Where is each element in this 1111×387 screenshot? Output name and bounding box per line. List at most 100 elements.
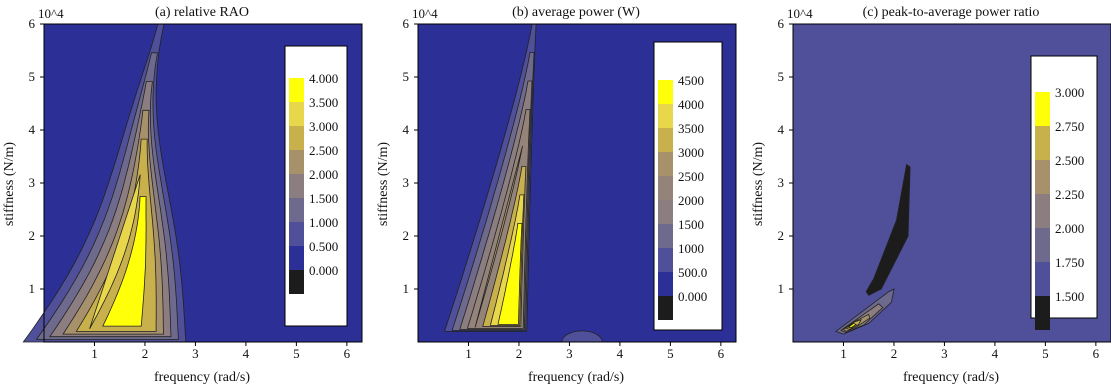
x-axis-label: frequency (rad/s) (528, 370, 624, 385)
y-tick-label: 3 (778, 175, 785, 190)
x-axis-label: frequency (rad/s) (903, 370, 999, 385)
legend-swatch (658, 272, 673, 296)
legend-swatch (289, 126, 304, 150)
legend-swatch (289, 102, 304, 126)
legend-swatch (1035, 296, 1050, 330)
x-tick-label: 6 (344, 346, 351, 361)
x-tick-label: 4 (992, 346, 999, 361)
y-axis-label: stiffness (N/m) (751, 142, 766, 226)
x-tick-label: 4 (243, 346, 250, 361)
legend-swatch (1035, 262, 1050, 296)
legend-label: 3.500 (309, 95, 338, 110)
legend-swatch (658, 176, 673, 200)
panel-title: (c) peak-to-average power ratio (863, 5, 1040, 20)
x-tick-label: 6 (718, 346, 725, 361)
legend-swatch (658, 104, 673, 128)
legend-label: 0.500 (309, 239, 338, 254)
x-tick-label: 4 (617, 346, 624, 361)
legend-swatch (289, 150, 304, 174)
colorbar-legend: 3.000 2.750 2.500 2.250 2.000 1.750 1.500 (1030, 55, 1098, 330)
y-tick-label: 1 (778, 281, 785, 296)
legend-label: 0.000 (678, 289, 707, 304)
legend-swatch (289, 78, 304, 102)
y-tick-label: 6 (29, 16, 36, 31)
panel-title: (a) relative RAO (155, 5, 249, 20)
x-tick-label: 5 (1042, 346, 1049, 361)
x-axis-label: frequency (rad/s) (154, 370, 250, 385)
y-tick-label: 5 (778, 69, 785, 84)
contour-region (847, 322, 857, 329)
legend-label: 2500 (678, 169, 704, 184)
y-tick-label: 5 (29, 69, 36, 84)
y-tick-label: 4 (778, 122, 785, 137)
legend-swatch (658, 200, 673, 224)
legend-swatch (1035, 228, 1050, 262)
x-tick-label: 5 (667, 346, 674, 361)
legend-label: 1.750 (1055, 255, 1084, 270)
legend-label: 4500 (678, 73, 704, 88)
legend-swatch (1035, 92, 1050, 126)
legend-label: 2.500 (1055, 153, 1084, 168)
legend-label: 3.000 (1055, 85, 1084, 100)
x-tick-label: 3 (941, 346, 948, 361)
x-tick-label: 3 (192, 346, 199, 361)
y-multiplier: 10^4 (38, 6, 64, 21)
x-tick-label: 3 (566, 346, 573, 361)
legend-label: 3500 (678, 121, 704, 136)
legend-label: 1000 (678, 241, 704, 256)
colorbar-legend: 4500 4000 3500 3000 2500 2000 1500 1000 500.0 0.0… (653, 41, 723, 331)
x-tick-label: 1 (91, 346, 98, 361)
legend-label: 2.000 (309, 167, 338, 182)
legend-swatch (658, 80, 673, 104)
y-tick-label: 1 (29, 281, 36, 296)
y-tick-label: 4 (29, 122, 36, 137)
x-tick-label: 2 (516, 346, 523, 361)
x-tick-label: 2 (891, 346, 898, 361)
x-tick-label: 6 (1093, 346, 1100, 361)
legend-label: 4000 (678, 97, 704, 112)
panel-peak-to-average-power-ratio: (c) peak-to-average power ratio 10^4 3.0… (751, 5, 1111, 385)
legend-label: 2.250 (1055, 187, 1084, 202)
contour-region (835, 288, 895, 335)
legend-swatch (289, 198, 304, 222)
legend-swatch (289, 270, 304, 294)
y-axis-label: stiffness (N/m) (2, 142, 17, 226)
axes: 1 2 3 4 5 6 1 2 3 4 5 6 (778, 16, 1111, 361)
legend-label: 2.750 (1055, 119, 1084, 134)
x-tick-label: 5 (293, 346, 300, 361)
legend-swatch (658, 296, 673, 320)
panel-average-power: (b) average power (W) 10^4 4500 4000 3500 3… (376, 5, 737, 385)
legend-swatch (658, 128, 673, 152)
legend-label: 1.500 (1055, 289, 1084, 304)
legend-label: 1500 (678, 217, 704, 232)
axes: 1 2 3 4 5 6 1 2 3 4 5 6 (403, 16, 737, 361)
contour-region (474, 145, 523, 328)
panel-title: (b) average power (W) (512, 5, 640, 20)
legend-swatch (289, 174, 304, 198)
legend-label: 3.000 (309, 119, 338, 134)
y-tick-label: 2 (778, 228, 785, 243)
y-tick-label: 2 (403, 228, 410, 243)
y-tick-label: 2 (29, 228, 36, 243)
legend-label: 2.500 (309, 143, 338, 158)
legend-swatch (289, 222, 304, 246)
contour-region (561, 330, 603, 343)
panel-relative-rao: (a) relative RAO 10^4 4.000 3.500 3.000 2.5… (2, 5, 363, 385)
y-multiplier: 10^4 (412, 6, 438, 21)
legend-swatch (658, 248, 673, 272)
legend-label: 4.000 (309, 71, 338, 86)
y-multiplier: 10^4 (787, 6, 813, 21)
contour-region (89, 174, 141, 329)
y-tick-label: 6 (403, 16, 410, 31)
legend-swatch (1035, 160, 1050, 194)
y-tick-label: 3 (403, 175, 410, 190)
y-axis-label: stiffness (N/m) (376, 142, 391, 226)
x-tick-label: 1 (465, 346, 472, 361)
y-tick-label: 6 (778, 16, 785, 31)
colorbar-legend: 4.000 3.500 3.000 2.500 2.000 1.500 1.000 0.500… (284, 45, 348, 327)
x-tick-label: 1 (840, 346, 847, 361)
y-tick-label: 5 (403, 69, 410, 84)
legend-label: 2000 (678, 193, 704, 208)
